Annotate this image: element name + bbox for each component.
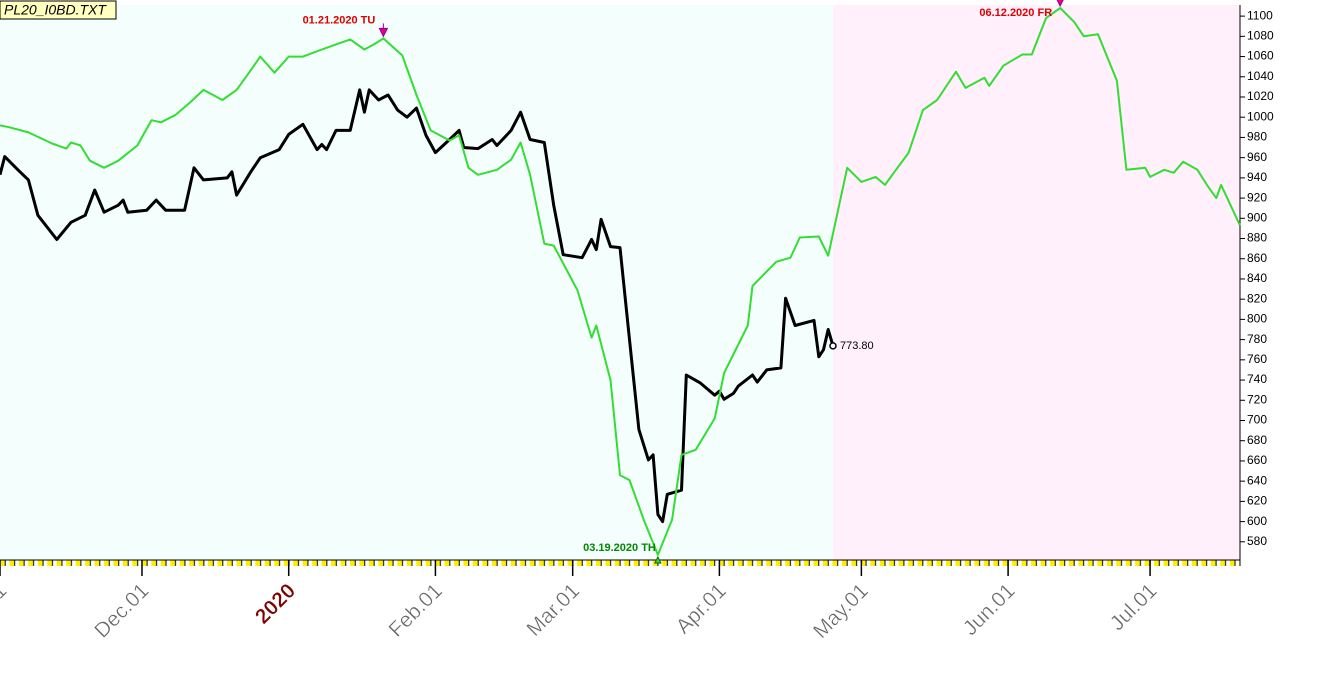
y-tick-label: 960	[1247, 150, 1267, 164]
x-tick-label: Dec.01	[90, 579, 153, 642]
x-tick-label: Feb.01	[384, 579, 447, 642]
annotation: 06.12.2020 FR	[979, 7, 1052, 19]
y-tick-label: 1020	[1247, 89, 1274, 103]
y-tick-label: 1080	[1247, 29, 1274, 43]
x-tick-label: Mar.01	[522, 579, 584, 641]
series-line	[0, 88, 835, 524]
y-tick-label: 880	[1247, 231, 1267, 245]
y-tick-label: 620	[1247, 494, 1267, 508]
annotation-arrow	[654, 555, 662, 564]
x-tick-label: 2020	[251, 579, 300, 628]
y-tick-label: 860	[1247, 251, 1267, 265]
x-tick-label: Jul.01	[1106, 579, 1162, 635]
plot-background	[0, 5, 833, 560]
y-tick-label: 820	[1247, 291, 1267, 305]
series-line	[0, 7, 1241, 556]
y-tick-label: 1060	[1247, 49, 1274, 63]
y-tick-label: 600	[1247, 514, 1267, 528]
y-tick-label: 1040	[1247, 69, 1274, 83]
day-strip	[0, 560, 1240, 566]
y-tick-label: 1100	[1247, 8, 1273, 22]
y-tick-label: 720	[1247, 392, 1267, 406]
y-tick-label: 700	[1247, 413, 1267, 427]
y-tick-label: 920	[1247, 190, 1267, 204]
background	[0, 5, 1240, 560]
x-tick-label: Jun.01	[959, 579, 1020, 640]
plot: 773.80 01.21.2020 TU 03.19.2020 TH 06.12.20…	[0, 0, 1241, 564]
end-marker	[829, 342, 837, 350]
y-tick-label: 1000	[1247, 109, 1274, 123]
chart-title: PL20_I0BD.TXT	[4, 2, 107, 18]
y-tick-label: 640	[1247, 473, 1267, 487]
y-tick-label: 580	[1247, 534, 1267, 548]
y-tick-label: 940	[1247, 170, 1267, 184]
y-tick-label: 740	[1247, 372, 1267, 386]
y-tick-label: 680	[1247, 433, 1267, 447]
plot-background	[832, 5, 1240, 560]
annotation-arrow	[1056, 0, 1064, 8]
x-tick-label: May.01	[809, 579, 873, 643]
y-tick-label: 660	[1247, 453, 1267, 467]
annotation-arrow	[378, 23, 389, 38]
y-tick-label: 840	[1247, 271, 1267, 285]
x-tick-label: Nov.01	[0, 579, 11, 641]
y-tick-label: 760	[1247, 352, 1267, 366]
y-tick-label: 900	[1247, 210, 1267, 224]
value-label: 773.80	[840, 340, 874, 352]
x-tick-label: Apr.01	[672, 579, 731, 638]
annotation: 01.21.2020 TU	[303, 14, 376, 26]
y-tick-label: 780	[1247, 332, 1267, 346]
y-tick-label: 980	[1247, 130, 1267, 144]
y-tick-label: 800	[1247, 312, 1267, 326]
title-box	[0, 0, 117, 20]
annotation: 03.19.2020 TH	[583, 542, 656, 554]
